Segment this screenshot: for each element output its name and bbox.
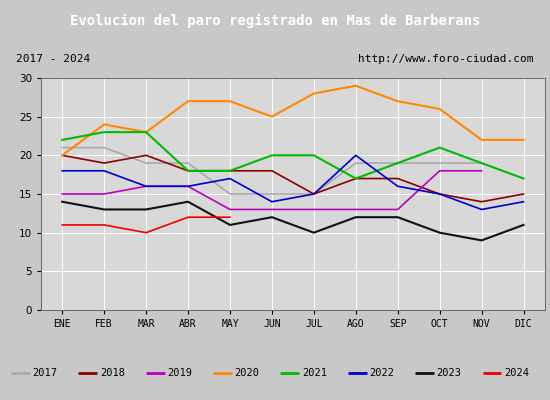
- Text: 2018: 2018: [100, 368, 125, 378]
- Text: 2017: 2017: [32, 368, 57, 378]
- Text: 2019: 2019: [167, 368, 192, 378]
- Text: 2023: 2023: [437, 368, 461, 378]
- Text: 2022: 2022: [370, 368, 394, 378]
- Text: 2024: 2024: [504, 368, 529, 378]
- Text: 2021: 2021: [302, 368, 327, 378]
- Text: Evolucion del paro registrado en Mas de Barberans: Evolucion del paro registrado en Mas de …: [70, 14, 480, 28]
- Text: 2020: 2020: [235, 368, 260, 378]
- Text: 2017 - 2024: 2017 - 2024: [16, 54, 91, 64]
- Text: http://www.foro-ciudad.com: http://www.foro-ciudad.com: [358, 54, 534, 64]
